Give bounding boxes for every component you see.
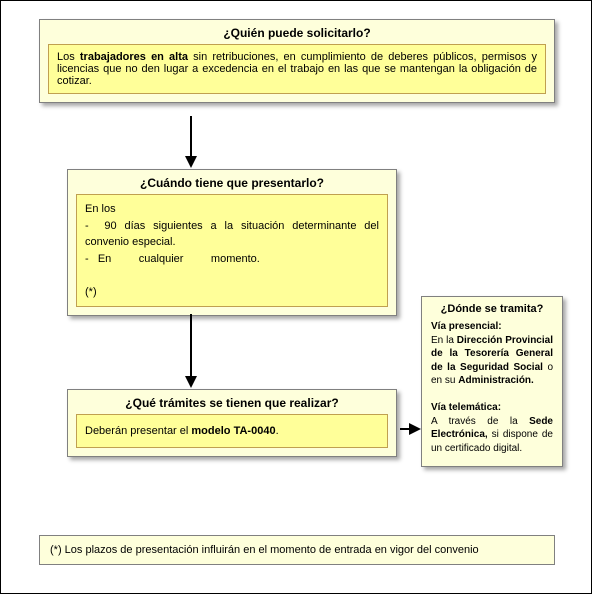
arrow-que-donde-head xyxy=(409,423,421,435)
footnote-text: (*) Los plazos de presentación influirán… xyxy=(50,544,479,556)
node-donde-title: ¿Dónde se tramita? xyxy=(422,297,562,319)
node-donde: ¿Dónde se tramita? Vía presencial:En la … xyxy=(421,296,563,467)
node-que-body: Deberán presentar el modelo TA-0040. xyxy=(76,414,388,448)
node-quien: ¿Quién puede solicitarlo? Los trabajador… xyxy=(39,19,555,103)
node-que-title: ¿Qué trámites se tienen que realizar? xyxy=(68,390,396,414)
flowchart-canvas: ¿Quién puede solicitarlo? Los trabajador… xyxy=(0,0,592,594)
node-donde-body: Vía presencial:En la Dirección Provincia… xyxy=(428,319,556,460)
node-cuando-title: ¿Cuándo tiene que presentarlo? xyxy=(68,170,396,194)
node-quien-title: ¿Quién puede solicitarlo? xyxy=(40,20,554,44)
node-quien-body: Los trabajadores en alta sin retribucion… xyxy=(48,44,546,94)
arrow-cuando-que-head xyxy=(185,376,197,388)
node-cuando-body: En los- 90 días siguientes a la situació… xyxy=(76,194,388,307)
node-que: ¿Qué trámites se tienen que realizar? De… xyxy=(67,389,397,457)
node-cuando: ¿Cuándo tiene que presentarlo? En los- 9… xyxy=(67,169,397,316)
arrow-cuando-que xyxy=(190,314,192,378)
arrow-quien-cuando xyxy=(190,116,192,158)
footnote: (*) Los plazos de presentación influirán… xyxy=(39,535,555,565)
arrow-quien-cuando-head xyxy=(185,156,197,168)
